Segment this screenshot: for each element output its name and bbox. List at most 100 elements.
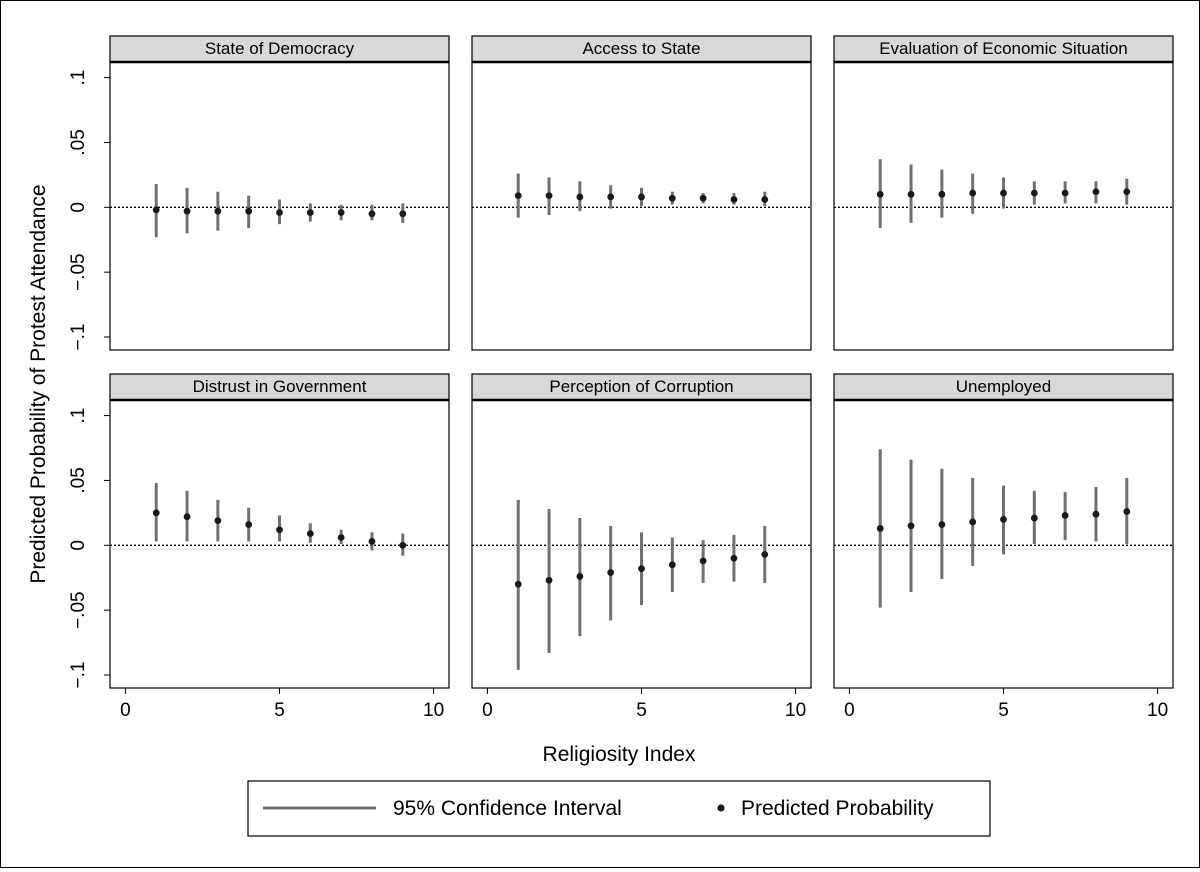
estimate-point	[183, 513, 191, 521]
estimate-point	[1092, 188, 1100, 196]
estimate-point	[699, 557, 707, 565]
legend-point-label: Predicted Probability	[741, 797, 934, 820]
estimate-point	[245, 207, 253, 215]
panel-title: Evaluation of Economic Situation	[879, 39, 1128, 58]
estimate-point	[1000, 515, 1007, 523]
estimate-point	[514, 192, 522, 200]
estimate-point	[1061, 512, 1069, 519]
estimate-point	[607, 569, 615, 576]
panel: Unemployed 0 5 10	[833, 373, 1174, 721]
panel-strip	[109, 35, 450, 63]
panel-frame	[833, 61, 1174, 351]
y-tick-label: .1	[68, 408, 89, 424]
estimate-point	[1061, 189, 1069, 197]
estimate-point	[1092, 510, 1100, 518]
y-tick-label: .05	[68, 467, 89, 493]
panel-strip	[471, 373, 812, 401]
estimate-point	[245, 521, 253, 528]
x-axis-title: Religiosity Index	[543, 743, 696, 766]
estimate-point	[607, 193, 615, 201]
x-tick-label: 0	[844, 700, 855, 721]
estimate-point	[545, 192, 553, 200]
y-axis-title: Predicted Probability of Protest Attenda…	[27, 184, 50, 583]
estimate-point	[638, 565, 645, 573]
estimate-point	[337, 209, 345, 216]
panel-strip	[833, 373, 1174, 401]
estimate-point	[761, 196, 769, 203]
estimate-point	[368, 538, 376, 545]
estimate-point	[576, 573, 584, 580]
panels-group: State of Democracy −.1 −.05 0 .05 .1 Access to…	[68, 35, 1174, 721]
estimate-point	[276, 209, 283, 216]
y-tick-label: 0	[68, 202, 89, 213]
panel-frame	[471, 61, 812, 351]
y-tick-label: .1	[68, 70, 89, 86]
panel: Access to State	[471, 35, 812, 351]
estimate-point	[214, 517, 222, 525]
estimate-point	[699, 194, 707, 202]
panel: Perception of Corruption 0 5 10	[471, 373, 812, 721]
panel-title: Unemployed	[956, 377, 1051, 396]
estimate-point	[152, 509, 160, 517]
estimate-point	[545, 576, 553, 584]
y-tick-label: −.05	[68, 253, 89, 291]
estimate-point	[306, 209, 314, 216]
x-tick-label: 0	[120, 700, 131, 721]
estimate-point	[876, 190, 884, 198]
estimate-point	[969, 518, 977, 526]
estimate-point	[638, 193, 645, 201]
estimate-point	[969, 189, 977, 197]
estimate-point	[337, 534, 345, 541]
estimate-point	[907, 190, 915, 198]
panel-strip	[833, 35, 1174, 63]
estimate-point	[1123, 188, 1131, 196]
estimate-point	[938, 521, 946, 528]
panel-title: State of Democracy	[205, 39, 355, 58]
estimate-point	[576, 193, 584, 201]
estimate-point	[907, 522, 915, 530]
estimate-point	[761, 550, 769, 558]
x-tick-label: 10	[785, 700, 806, 721]
legend-ci-label: 95% Confidence Interval	[393, 797, 622, 820]
x-tick-label: 10	[423, 700, 444, 721]
panel-frame	[109, 61, 450, 351]
panel-strip	[109, 373, 450, 401]
x-tick-label: 5	[636, 700, 647, 721]
estimate-point	[276, 526, 283, 534]
legend: 95% Confidence Interval Predicted Probab…	[247, 780, 991, 837]
panel-title: Distrust in Government	[193, 377, 367, 396]
estimate-point	[1000, 189, 1007, 197]
panel: Distrust in Government −.1 −.05 0 .05 .1 0 5 10	[68, 373, 450, 721]
panel-title: Perception of Corruption	[549, 377, 733, 396]
estimate-point	[183, 207, 191, 215]
estimate-point	[214, 207, 222, 215]
estimate-point	[668, 194, 676, 202]
panel: State of Democracy −.1 −.05 0 .05 .1	[68, 35, 450, 351]
y-tick-label: −.05	[68, 591, 89, 629]
estimate-point	[668, 561, 676, 569]
estimate-point	[730, 554, 738, 562]
panel-strip	[471, 35, 812, 63]
y-tick-label: −.1	[68, 662, 89, 689]
estimate-point	[368, 210, 376, 218]
estimate-point	[399, 210, 407, 218]
legend-point-swatch	[717, 804, 725, 812]
x-tick-label: 0	[482, 700, 493, 721]
panel: Evaluation of Economic Situation	[833, 35, 1174, 351]
estimate-point	[876, 525, 884, 532]
y-tick-label: 0	[68, 540, 89, 551]
panel-title: Access to State	[582, 39, 700, 58]
y-tick-label: −.1	[68, 324, 89, 351]
x-tick-label: 5	[998, 700, 1009, 721]
estimate-point	[730, 196, 738, 203]
estimate-point	[399, 541, 407, 549]
estimate-point	[152, 206, 160, 214]
estimate-point	[1030, 189, 1038, 197]
panel-frame	[109, 399, 450, 689]
estimate-point	[306, 530, 314, 538]
x-tick-label: 10	[1147, 700, 1168, 721]
estimate-point	[1123, 508, 1131, 515]
x-tick-label: 5	[274, 700, 285, 721]
